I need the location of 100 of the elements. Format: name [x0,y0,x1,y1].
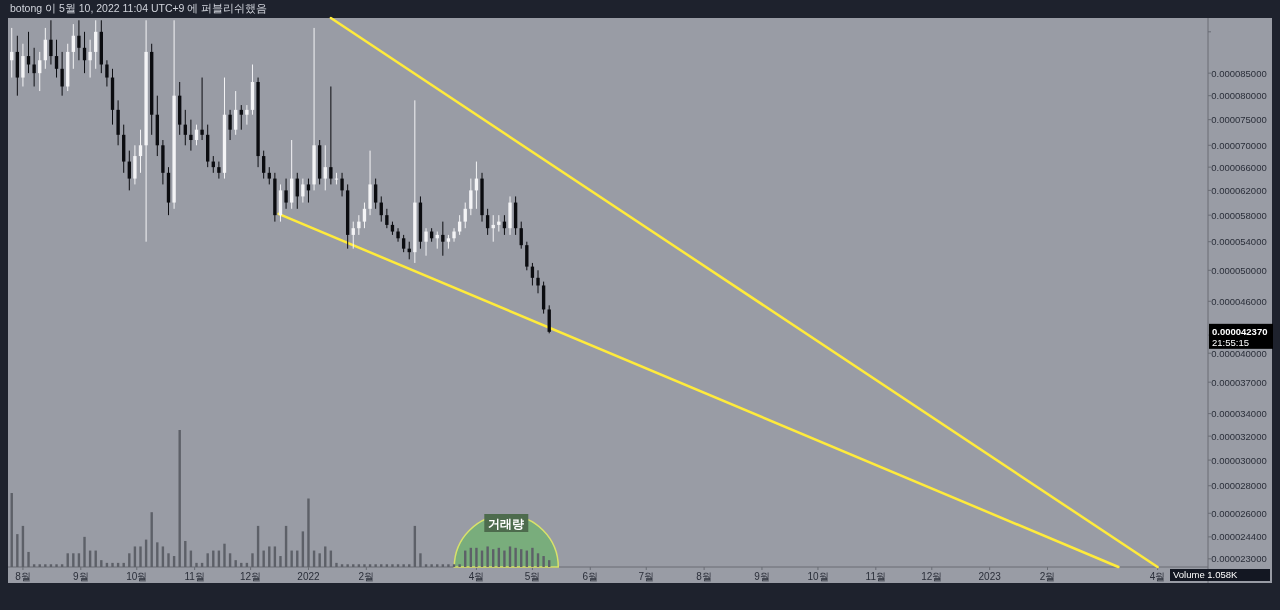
candlestick [200,77,204,141]
bar [279,556,282,567]
candlestick [189,119,193,152]
candlestick [54,39,59,79]
text: 0.000042370 [1212,325,1268,337]
y-tick-label: 0.000066000 [1211,161,1267,173]
x-tick-label: 9월 [73,571,89,582]
bar [391,564,394,567]
chart-title: botong 이 5월 10, 2022 11:04 UTC+9 에 퍼블리쉬했음 [10,2,268,14]
bar [16,534,19,567]
annotation: 거래량 [488,517,525,531]
candlestick [525,241,529,271]
x-tick-label: 10월 [807,571,829,582]
bar [475,547,478,567]
bar [223,543,226,567]
candlestick [396,227,400,243]
bar [83,536,86,567]
bar [363,564,366,567]
y-tick-label: 0.000023000 [1211,553,1267,565]
bar [307,498,310,567]
y-tick-label: 0.000034000 [1211,408,1267,420]
candlestick [94,19,98,70]
candlestick [463,202,467,229]
x-tick-label: 10월 [126,571,148,582]
y-tick-label: 0.000054000 [1211,236,1267,248]
candlestick [234,90,238,136]
y-tick-label: 0.000028000 [1211,480,1267,492]
x-tick-label: 2월 [1039,571,1056,582]
bar [44,564,47,567]
x-tick-label: 4월 [1149,571,1166,582]
x-tick-label: 8월 [15,571,31,582]
x-tick-label: 2022 [297,571,321,582]
candlestick [340,172,344,197]
candlestick [77,19,81,61]
candlestick [452,227,456,243]
candlestick [217,161,221,180]
x-tick-label: 11월 [184,571,205,582]
text: Volume 1.058K [1173,569,1239,580]
y-tick-label: 0.000085000 [1211,67,1267,79]
candlestick [60,51,64,97]
candlestick [88,39,92,79]
candlestick [424,227,428,257]
bar [195,562,198,567]
candlestick [373,178,378,210]
candlestick [457,214,462,236]
x-tick-label: 9월 [754,571,770,582]
x-tick-label: 7월 [638,571,655,582]
candlestick [329,86,333,185]
y-tick-label: 0.000075000 [1211,114,1267,126]
candlestick [385,208,389,229]
x-tick-label: 12월 [240,571,262,582]
bar [374,564,377,567]
y-tick-label: 0.000080000 [1211,90,1267,102]
y-tick-label: 0.000030000 [1211,454,1267,466]
x-tick-label: 5월 [524,571,541,582]
x-tick-label: 4월 [468,571,485,582]
bar [251,553,254,567]
bar [100,560,103,567]
bar [111,562,114,567]
bar [55,564,58,567]
y-tick-label: 0.000058000 [1211,209,1267,221]
candlestick [239,104,243,131]
candlestick [228,109,232,141]
candlestick [469,178,473,216]
y-tick-label: 0.000062000 [1211,184,1267,196]
bar [318,553,321,567]
bar [486,546,489,567]
candlestick [245,104,249,126]
x-tick-label: 8월 [696,571,712,582]
candlestick [357,214,361,236]
candlestick [284,178,288,210]
candlestick [536,269,540,294]
bar [346,564,349,567]
x-tick-label: 12월 [921,571,943,582]
candlestick [441,221,445,257]
candlestick [105,59,109,87]
x-tick-label: 2월 [358,571,375,582]
candlestick [362,202,367,229]
x-tick-label: 2023 [978,571,1002,582]
bar [447,564,450,567]
y-tick-label: 0.000024400 [1211,531,1267,543]
candlestick [351,221,355,250]
y-tick-label: 0.000040000 [1211,347,1267,359]
candlestick [323,144,327,191]
bar [531,547,534,567]
candlestick [26,31,31,74]
bar [419,553,422,567]
bar [503,550,506,567]
candlestick [138,129,143,174]
candlestick [32,47,36,87]
y-tick-label: 0.000050000 [1211,264,1267,276]
bar [514,547,517,567]
bar [335,562,338,567]
bar [178,430,181,567]
bar [167,553,170,567]
y-tick-label: 0.000026000 [1211,507,1267,519]
bar [128,553,131,567]
candlestick [21,43,25,87]
bar [156,542,159,567]
bar [206,553,209,567]
